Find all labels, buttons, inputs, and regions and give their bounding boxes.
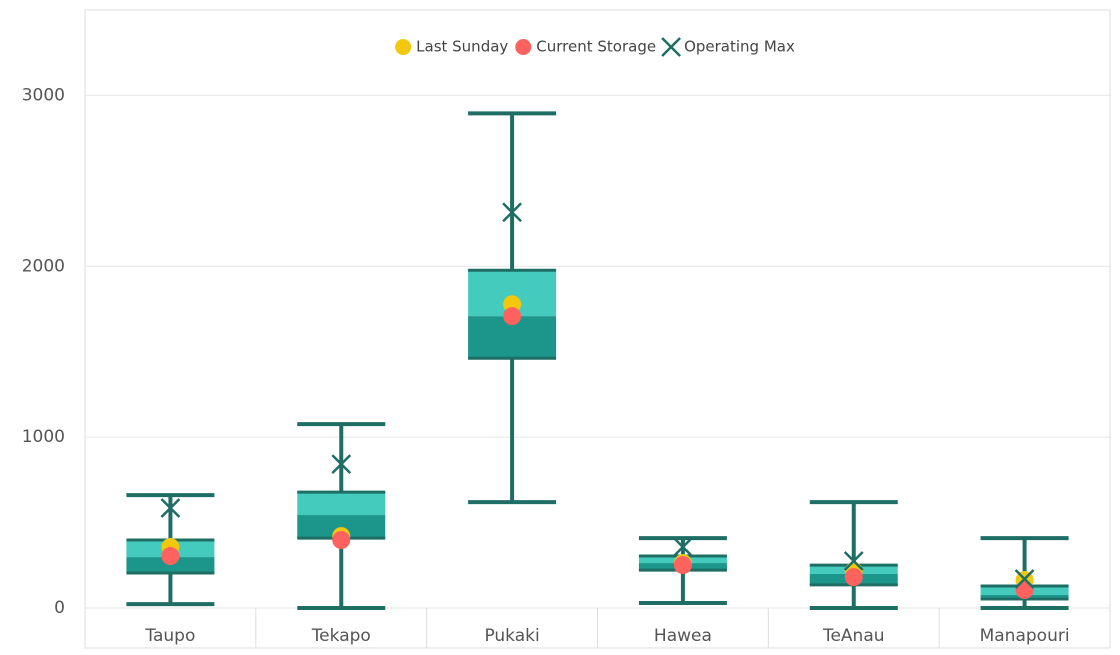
marker-dot xyxy=(503,307,522,326)
marker-x xyxy=(502,202,522,223)
y-tick-label: 1000 xyxy=(22,427,65,447)
legend-marker xyxy=(661,37,681,57)
box-lower xyxy=(297,515,386,539)
y-tick-label: 3000 xyxy=(22,85,65,105)
marker-dot xyxy=(332,530,351,549)
marker-dot xyxy=(161,547,180,566)
x-tick-label: Manapouri xyxy=(980,626,1070,646)
legend-marker xyxy=(395,39,412,55)
x-tick-label: Pukaki xyxy=(484,626,539,646)
marker-dot xyxy=(673,556,692,575)
y-tick-label: 0 xyxy=(54,598,65,618)
x-tick-label: Tekapo xyxy=(311,626,371,646)
x-tick-label: Hawea xyxy=(654,626,712,646)
x-tick-label: TeAnau xyxy=(822,626,885,646)
legend-label: Operating Max xyxy=(684,38,795,56)
y-tick-label: 2000 xyxy=(22,256,65,276)
marker-x xyxy=(843,551,864,571)
marker-dot xyxy=(844,568,863,587)
legend-marker xyxy=(515,39,532,55)
plot-frame xyxy=(84,9,1111,649)
box-upper xyxy=(297,492,386,516)
marker-x xyxy=(160,498,181,518)
legend-label: Last Sunday xyxy=(416,38,508,56)
legend-label: Current Storage xyxy=(536,38,656,56)
x-tick-label: Taupo xyxy=(144,626,195,646)
marker-x xyxy=(673,537,693,557)
marker-dot xyxy=(1015,581,1034,600)
marker-x xyxy=(331,454,352,475)
marker-x xyxy=(1014,569,1035,589)
